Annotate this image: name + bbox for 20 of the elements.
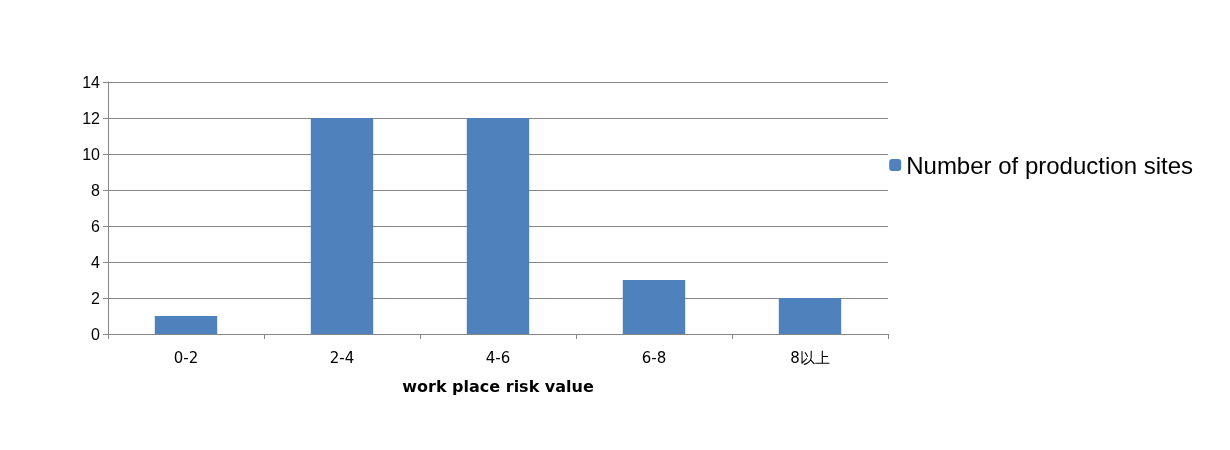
y-tick-label: 8 <box>91 181 101 199</box>
y-tick-label: 12 <box>82 109 101 127</box>
y-tick-label: 4 <box>91 253 101 271</box>
x-tick-label: 6-8 <box>641 348 667 367</box>
bar <box>466 118 530 334</box>
legend-label: Number of production sites <box>906 151 1194 179</box>
bar <box>622 280 686 334</box>
x-axis-title: work place risk value <box>402 376 594 396</box>
y-tick-label: 6 <box>91 217 101 235</box>
x-tick-label: 0-2 <box>173 348 199 367</box>
x-tick-label: 2-4 <box>329 348 355 367</box>
y-tick-label: 2 <box>91 289 101 307</box>
bar <box>310 118 374 334</box>
bar <box>154 316 218 334</box>
bar <box>778 298 842 334</box>
y-tick-label: 10 <box>82 145 101 163</box>
y-tick-label: 14 <box>82 73 101 91</box>
y-tick-label: 0 <box>91 325 101 343</box>
x-tick-label: 8以上 <box>790 348 830 367</box>
x-tick-label: 4-6 <box>485 348 511 367</box>
